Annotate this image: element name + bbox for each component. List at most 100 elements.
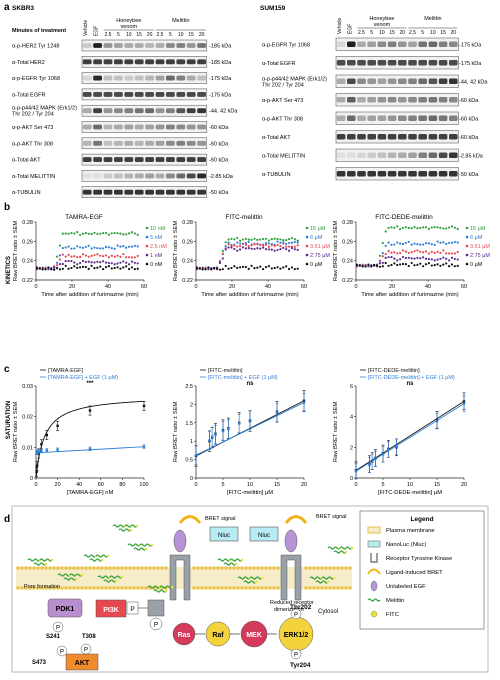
lipid-head (212, 586, 216, 590)
blot-band (114, 189, 123, 195)
time-label: 20 (147, 32, 153, 38)
lipid-head (240, 586, 244, 590)
blot-band (103, 59, 113, 65)
data-point (125, 261, 128, 264)
blot-band (145, 91, 154, 97)
data-point (399, 263, 402, 266)
time-label: 15 (188, 32, 194, 38)
erk-label: ERK1/2 (284, 632, 309, 639)
blot-band (197, 91, 206, 97)
data-point (273, 249, 276, 252)
melittin-icon (39, 558, 53, 562)
data-point (285, 238, 288, 242)
melittin-icon (27, 558, 41, 562)
blot-band (93, 75, 102, 81)
data-point (262, 237, 265, 241)
data-point (236, 245, 239, 248)
lipid-head (40, 566, 44, 570)
data-point (122, 253, 125, 256)
blot-row-label: α-TUBULIN (12, 190, 41, 196)
data-point (374, 457, 377, 461)
data-point (241, 242, 245, 245)
blot-band (145, 124, 154, 130)
kda-label: -185 kDa (209, 44, 232, 50)
lipid-head (312, 566, 316, 570)
data-point (99, 265, 102, 268)
data-point (214, 433, 217, 436)
p-label: P (84, 648, 88, 654)
lipid-head (84, 566, 88, 570)
x-tick-label: 20 (461, 482, 467, 488)
data-point (450, 263, 454, 266)
blot-strip (81, 186, 208, 198)
y-tick-label: 0.5 (185, 458, 193, 464)
data-point (90, 254, 93, 257)
data-point (450, 241, 454, 244)
data-point (290, 246, 294, 250)
legend-marker (305, 226, 309, 230)
blot-band (398, 60, 407, 66)
x-tick-label: 0 (34, 482, 37, 488)
blot-band (82, 108, 92, 114)
lipid-head (152, 566, 156, 570)
blot-band (197, 124, 206, 130)
data-point (81, 253, 85, 256)
lipid-head (260, 586, 264, 590)
lipid-head (256, 566, 260, 570)
blot-band (398, 134, 407, 140)
time-label: 20 (199, 32, 205, 38)
y-tick-label: 0.01 (22, 445, 33, 451)
reduced-dimerization-label-1: Reduced receptor (270, 600, 314, 606)
y-axis-label: Raw BRET ratio ± SEM (173, 402, 179, 463)
blot-band (398, 97, 407, 103)
data-point (253, 243, 256, 246)
blot-row-label: α-p-AKT Ser 473 (12, 125, 53, 131)
data-point (410, 227, 413, 230)
lipid-head (136, 586, 140, 590)
legend-marker (465, 235, 469, 239)
legend-item-label: Receptor Tyrosine Kinase (386, 556, 452, 562)
data-point (296, 239, 299, 242)
blot-strip (81, 170, 208, 182)
blot-band (145, 173, 154, 179)
lipid-head (232, 586, 236, 590)
y-tick-label: 0.24 (182, 259, 193, 265)
blot-band (438, 171, 448, 177)
data-point (396, 263, 399, 267)
legend-label: 6 µM (470, 235, 483, 241)
blot-band (449, 97, 458, 103)
lipid-head (200, 566, 204, 570)
lipid-head (68, 586, 72, 590)
legend-marker (145, 262, 149, 266)
melittin-icon (315, 580, 329, 584)
reduced-dimerization-label-2: dimerization (274, 607, 304, 613)
data-point (224, 245, 227, 248)
data-point (439, 226, 442, 229)
data-point (442, 249, 445, 252)
blot-band (347, 134, 356, 140)
kda-label: -44, 42 kDa (209, 109, 238, 115)
data-point (373, 263, 376, 267)
data-point (93, 246, 96, 249)
data-point (267, 265, 270, 268)
data-point (416, 256, 419, 260)
legend-item-label: Ligand-induced BRET (386, 570, 443, 576)
blot-band (93, 157, 102, 163)
data-point (90, 264, 93, 267)
data-point (276, 248, 279, 252)
blot-band (103, 157, 113, 163)
x-tick-label: 0 (354, 482, 357, 488)
data-point (430, 243, 433, 246)
data-point (116, 266, 119, 269)
data-point (413, 264, 416, 267)
y-axis-label: Raw BRET ratio ± SEM (173, 221, 179, 282)
data-point (119, 245, 122, 248)
data-point (439, 251, 442, 255)
phospho-site (290, 648, 302, 660)
data-point (107, 246, 110, 249)
data-point (102, 260, 105, 263)
data-point (64, 232, 67, 235)
lipid-head (24, 586, 28, 590)
legend-marker (145, 235, 149, 239)
data-point (462, 402, 466, 405)
